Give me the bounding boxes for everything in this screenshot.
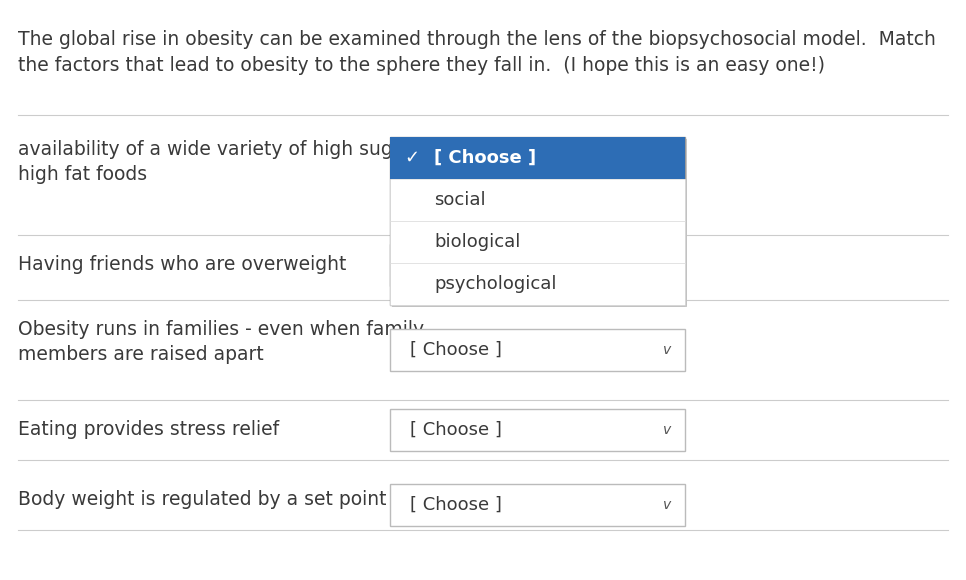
Text: availability of a wide variety of high sugar and: availability of a wide variety of high s…: [18, 140, 453, 159]
FancyBboxPatch shape: [390, 137, 685, 179]
Text: social: social: [434, 191, 486, 209]
Text: Eating provides stress relief: Eating provides stress relief: [18, 420, 279, 439]
FancyBboxPatch shape: [390, 263, 685, 305]
FancyBboxPatch shape: [390, 484, 685, 526]
Text: ✓: ✓: [404, 149, 419, 167]
Text: members are raised apart: members are raised apart: [18, 345, 264, 364]
FancyBboxPatch shape: [390, 329, 685, 371]
Text: v: v: [663, 343, 671, 357]
Text: v: v: [663, 258, 671, 272]
FancyBboxPatch shape: [390, 179, 685, 221]
Text: Obesity runs in families - even when family: Obesity runs in families - even when fam…: [18, 320, 424, 339]
Text: [ Choose ]: [ Choose ]: [410, 496, 502, 514]
Text: high fat foods: high fat foods: [18, 165, 147, 184]
Text: the factors that lead to obesity to the sphere they fall in.  (I hope this is an: the factors that lead to obesity to the …: [18, 56, 825, 75]
FancyBboxPatch shape: [390, 221, 685, 263]
Text: biological: biological: [434, 233, 521, 251]
Text: v: v: [663, 498, 671, 512]
Text: psychological: psychological: [434, 275, 556, 293]
Text: [ Choose ]: [ Choose ]: [410, 341, 502, 359]
Text: [ Choose ]: [ Choose ]: [410, 421, 502, 439]
FancyBboxPatch shape: [390, 137, 685, 305]
Text: The global rise in obesity can be examined through the lens of the biopsychosoci: The global rise in obesity can be examin…: [18, 30, 936, 49]
FancyBboxPatch shape: [390, 244, 685, 286]
Text: [ Choose ]: [ Choose ]: [410, 256, 502, 274]
Text: Body weight is regulated by a set point: Body weight is regulated by a set point: [18, 490, 386, 509]
Text: Having friends who are overweight: Having friends who are overweight: [18, 255, 347, 274]
Text: [ Choose ]: [ Choose ]: [434, 149, 536, 167]
Text: v: v: [663, 423, 671, 437]
FancyBboxPatch shape: [392, 139, 687, 307]
FancyBboxPatch shape: [390, 409, 685, 451]
